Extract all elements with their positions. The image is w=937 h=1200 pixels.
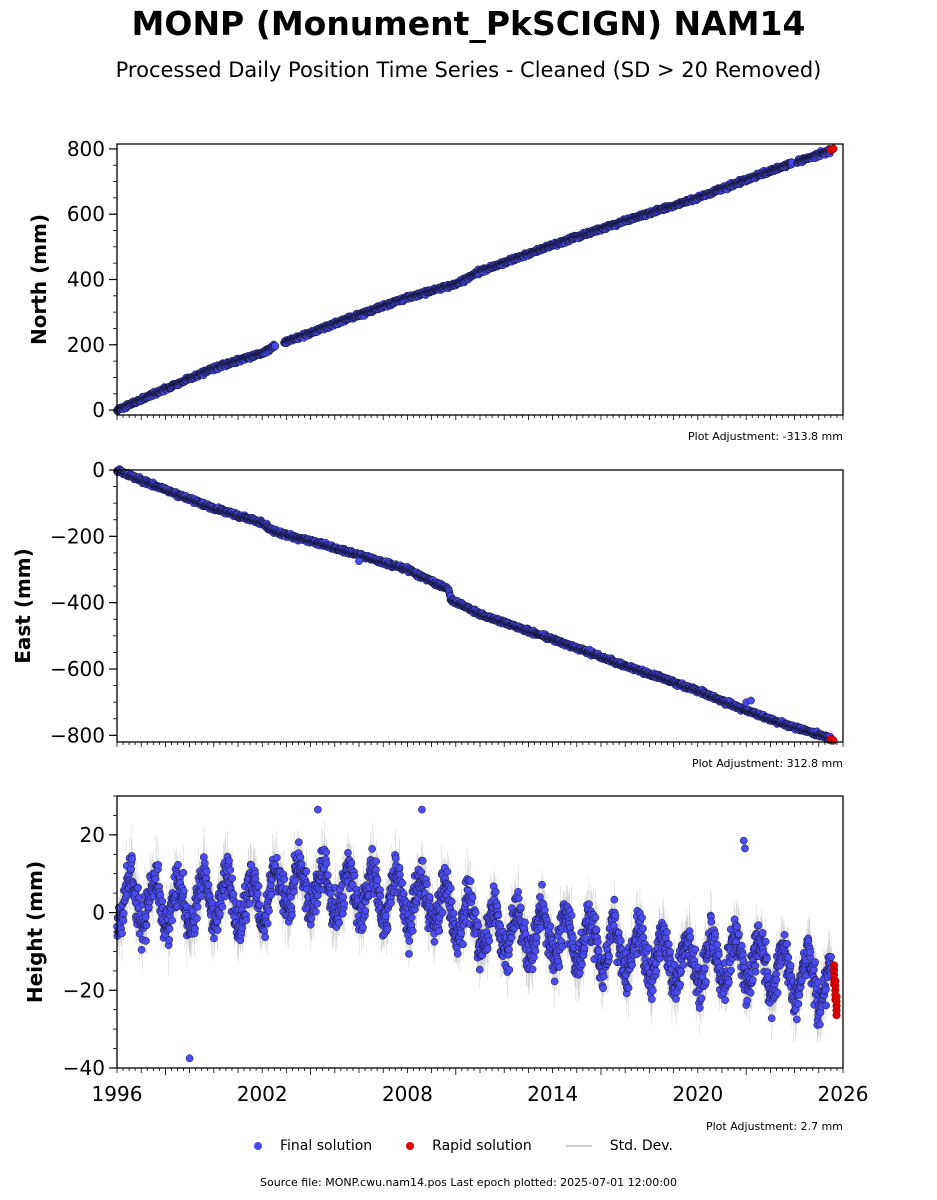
y-tick-label: 800 — [67, 137, 105, 161]
chart-title: MONP (Monument_PkSCIGN) NAM14 — [131, 4, 806, 43]
y-tick-label: 600 — [67, 202, 105, 226]
panel-0: 0 200 400 600 800 North (mm) Plot Adjustment: … — [27, 137, 844, 443]
rapid-point — [829, 144, 838, 153]
y-tick-label: 400 — [67, 268, 105, 292]
final-solution-points — [113, 145, 835, 416]
y-axis-label: North (mm) — [27, 214, 51, 345]
y-tick-label: 0 — [92, 398, 105, 422]
plot-adjustment-label: Plot Adjustment: -313.8 mm — [688, 430, 843, 443]
final-point — [271, 341, 280, 350]
chart-subtitle: Processed Daily Position Time Series - C… — [115, 58, 822, 82]
y-tick-label: 200 — [67, 333, 105, 357]
